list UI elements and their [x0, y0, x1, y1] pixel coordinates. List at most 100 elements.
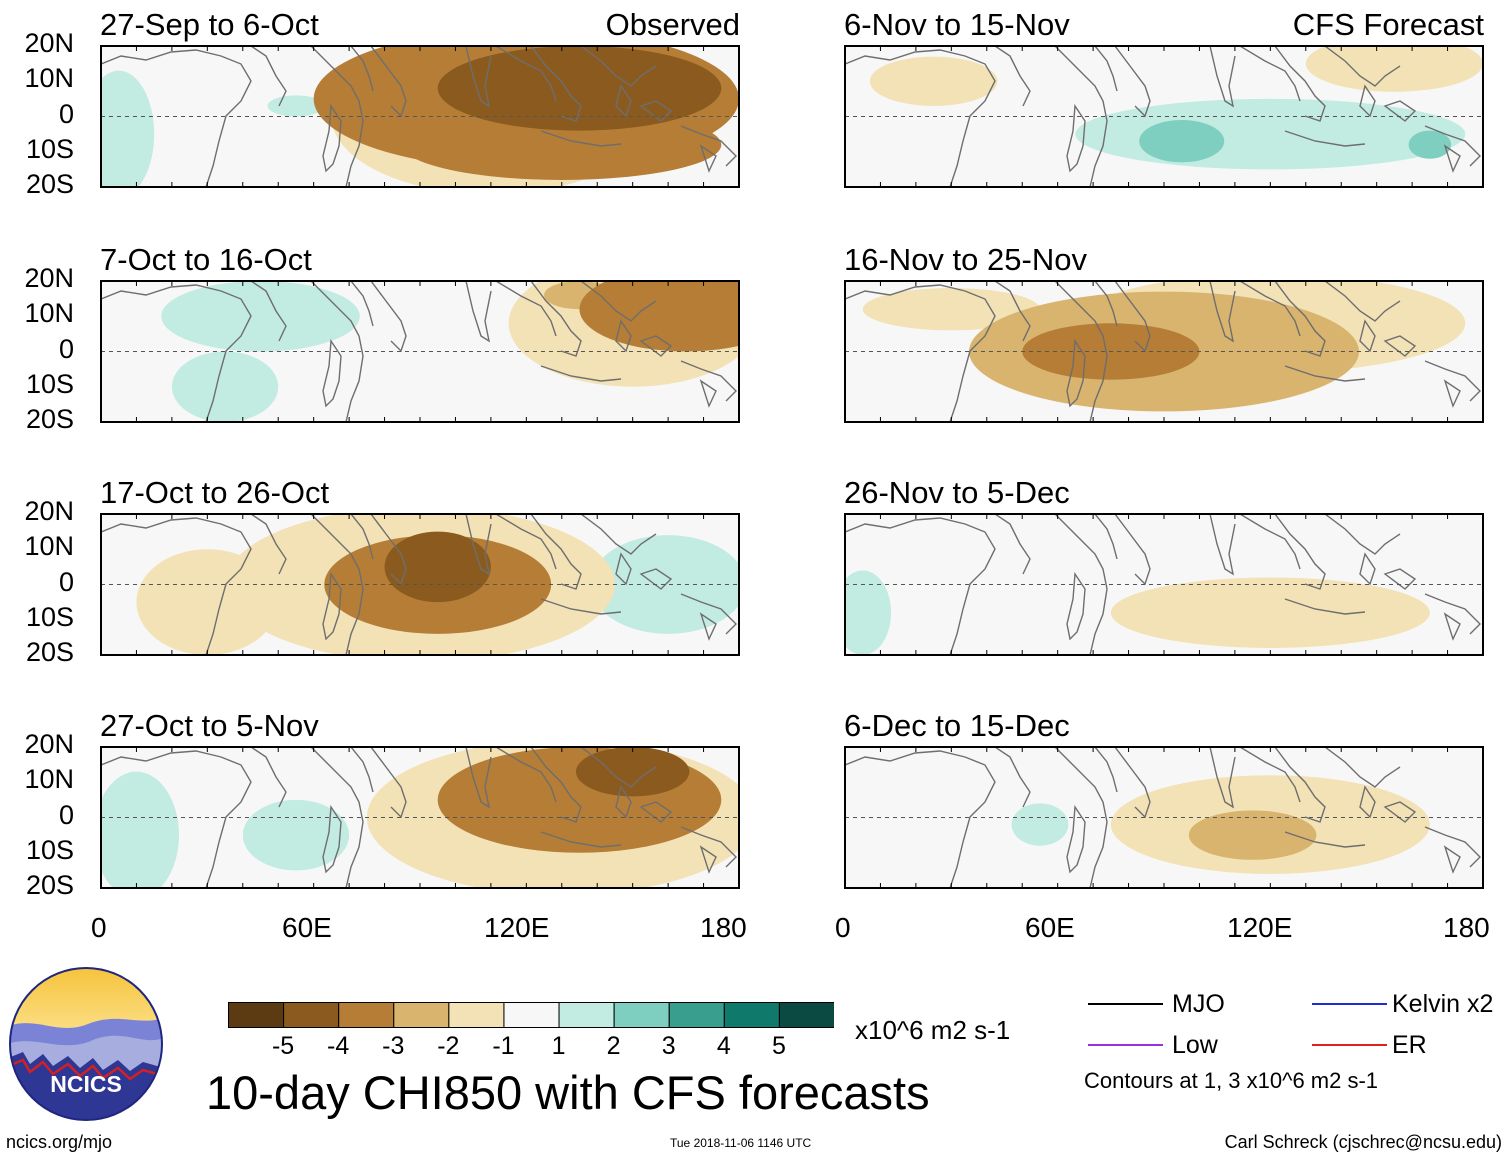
coastline [1209, 282, 1236, 343]
map-panel: 7-Oct to 16-Oct [100, 242, 740, 423]
map-panel: 26-Nov to 5-Dec [844, 475, 1484, 656]
coastline [322, 804, 342, 874]
coastline [530, 748, 582, 823]
coastline [465, 515, 492, 576]
coastline [496, 748, 557, 803]
negative-anomaly-region [1188, 810, 1317, 860]
coastline [370, 515, 407, 586]
chart-title: 10-day CHI850 with CFS forecasts [206, 1066, 930, 1119]
y-tick: 10S [25, 601, 74, 632]
coastline [1443, 612, 1461, 641]
coastline [311, 47, 364, 188]
coastline [1325, 47, 1401, 87]
ncics-logo: NCICS [8, 966, 164, 1127]
map-canvas [100, 746, 740, 889]
colorbar-swatch [778, 1002, 834, 1028]
coastline [311, 748, 364, 889]
colorbar-tick: -2 [437, 1032, 460, 1060]
coastline [350, 47, 374, 92]
y-tick: 20N [24, 496, 74, 526]
coastline [680, 826, 737, 868]
coastline [1284, 365, 1366, 382]
panel-title: 27-Sep to 6-Oct [100, 7, 319, 42]
colorbar-swatch [668, 1002, 725, 1028]
y-tick: 0 [58, 333, 74, 364]
legend-low-line [1088, 1044, 1163, 1046]
panel-title: 7-Oct to 16-Oct [100, 242, 312, 277]
coastline [102, 284, 252, 423]
y-tick: 20S [25, 870, 74, 900]
colorbar-tick: -1 [492, 1032, 515, 1060]
panel-title: 17-Oct to 26-Oct [100, 475, 330, 510]
coastline [1240, 515, 1301, 570]
x-tick: 180 [700, 912, 747, 943]
panel-title: 6-Nov to 15-Nov [844, 7, 1070, 42]
coastline [350, 282, 374, 327]
coastline [102, 49, 252, 188]
y-tick: 0 [58, 799, 74, 830]
colorbar-swatch [723, 1002, 780, 1028]
panel-label: CFS Forecast [1292, 7, 1484, 42]
colorbar-swatch [338, 1002, 395, 1028]
y-tick: 0 [58, 98, 74, 129]
map-canvas [844, 280, 1484, 423]
y-tick: 10S [25, 834, 74, 865]
positive-anomaly-region [102, 70, 155, 188]
coastline [699, 379, 717, 408]
panel-label: Observed [605, 7, 740, 42]
coastline [995, 282, 1031, 342]
y-tick: 20N [24, 28, 74, 58]
colorbar-swatch [283, 1002, 340, 1028]
x-tick: 0 [835, 912, 851, 943]
positive-anomaly-region [171, 351, 279, 422]
coastline [1094, 47, 1118, 92]
coastline [699, 612, 717, 641]
colorbar-swatch [228, 1002, 285, 1028]
y-tick: 10N [24, 63, 74, 94]
map-canvas [844, 513, 1484, 656]
map-panel: 6-Nov to 15-Nov CFS Forecast [844, 7, 1484, 188]
coastline [1284, 130, 1366, 147]
coastline [846, 284, 996, 423]
coastline [581, 748, 657, 788]
negative-anomaly-region [579, 282, 740, 352]
coastline [680, 360, 737, 402]
map-canvas [100, 45, 740, 188]
coastline [1359, 552, 1376, 586]
coastline [530, 515, 582, 590]
coastline [496, 47, 557, 102]
coastline [615, 552, 632, 586]
coastline [465, 282, 492, 343]
coastline [251, 515, 287, 575]
coastline [370, 282, 407, 353]
colorbar-tick: -3 [382, 1032, 405, 1060]
coastline [465, 748, 492, 809]
negative-anomaly-region [862, 288, 1040, 331]
coastline [1274, 282, 1326, 357]
coastline [1094, 515, 1118, 560]
negative-anomaly-region [869, 56, 998, 106]
colorbar-tick: 4 [716, 1032, 731, 1060]
positive-anomaly-region [1408, 130, 1452, 159]
colorbar-tick: 1 [551, 1032, 566, 1060]
coastline [540, 598, 622, 615]
coastline [1325, 748, 1401, 788]
colorbar-tick: -4 [327, 1032, 350, 1060]
y-tick: 10S [25, 133, 74, 164]
x-tick: 0 [91, 912, 107, 943]
y-tick: 10N [24, 764, 74, 795]
footer-url[interactable]: ncics.org/mjo [6, 1132, 113, 1152]
coastline [680, 593, 737, 635]
legend-mjo-label: MJO [1172, 990, 1225, 1018]
map-panel: 27-Sep to 6-Oct Observed [100, 7, 740, 188]
coastline [530, 282, 582, 357]
coastline [1359, 319, 1376, 353]
logo-text: NCICS [50, 1071, 122, 1097]
coastline [1424, 360, 1481, 402]
x-tick: 120E [1227, 912, 1293, 943]
coastline [581, 515, 657, 555]
coastline [311, 282, 364, 423]
y-tick: 0 [58, 566, 74, 597]
map-panel: 17-Oct to 26-Oct [100, 475, 740, 656]
legend-er-line [1312, 1044, 1387, 1046]
